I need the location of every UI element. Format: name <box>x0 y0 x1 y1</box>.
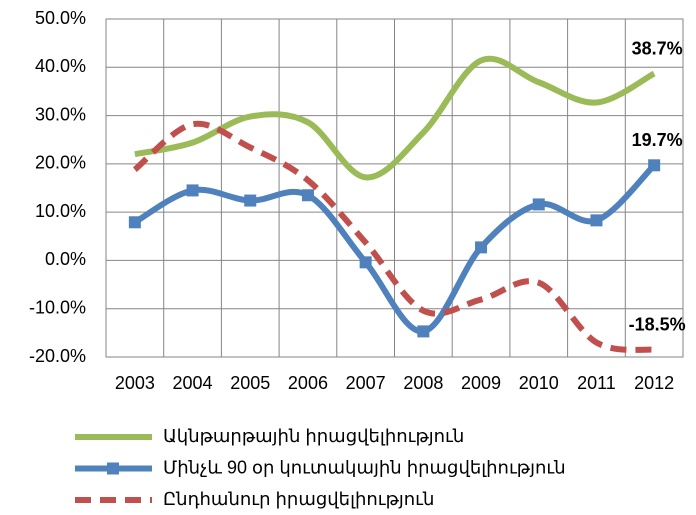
marker <box>186 184 199 197</box>
value-label: -18.5% <box>629 315 686 335</box>
series-line <box>133 163 657 335</box>
legend-label: Մինչև 90 օր կուտակային իրացվելիություն <box>163 457 566 477</box>
x-tick-label: 2011 <box>577 373 616 393</box>
marker <box>417 325 430 338</box>
y-tick-label: -20.0% <box>29 346 86 366</box>
y-tick-label: 50.0% <box>35 8 86 28</box>
x-tick-label: 2003 <box>115 373 155 393</box>
y-tick-label: 30.0% <box>35 104 86 124</box>
y-tick-label: 10.0% <box>35 201 86 221</box>
marker <box>128 216 141 229</box>
marker <box>244 194 257 207</box>
y-tick-label: 20.0% <box>35 153 86 173</box>
marker <box>532 198 545 211</box>
marker <box>301 189 314 202</box>
y-tick-label: 40.0% <box>35 56 86 76</box>
marker <box>648 159 661 172</box>
y-tick-label: -10.0% <box>29 297 86 317</box>
series-line <box>134 55 656 181</box>
value-label: 38.7% <box>632 38 683 58</box>
x-tick-label: 2007 <box>346 373 386 393</box>
x-tick-label: 2005 <box>230 373 270 393</box>
x-tick-label: 2010 <box>519 373 559 393</box>
legend-marker <box>107 462 119 475</box>
x-tick-label: 2008 <box>403 373 443 393</box>
legend-label: Ընդհանուր իրացվելիություն <box>163 489 434 509</box>
legend-label: Ակնթարթային իրացվելիություն <box>163 426 464 446</box>
marker <box>590 214 603 227</box>
x-tick-label: 2004 <box>173 373 213 393</box>
value-label: 19.7% <box>632 130 683 150</box>
series-line <box>132 120 655 353</box>
x-tick-label: 2012 <box>634 373 674 393</box>
x-tick-label: 2009 <box>461 373 501 393</box>
x-tick-label: 2006 <box>288 373 328 393</box>
y-tick-label: 0.0% <box>45 249 86 269</box>
marker <box>359 256 372 269</box>
marker <box>475 241 488 254</box>
